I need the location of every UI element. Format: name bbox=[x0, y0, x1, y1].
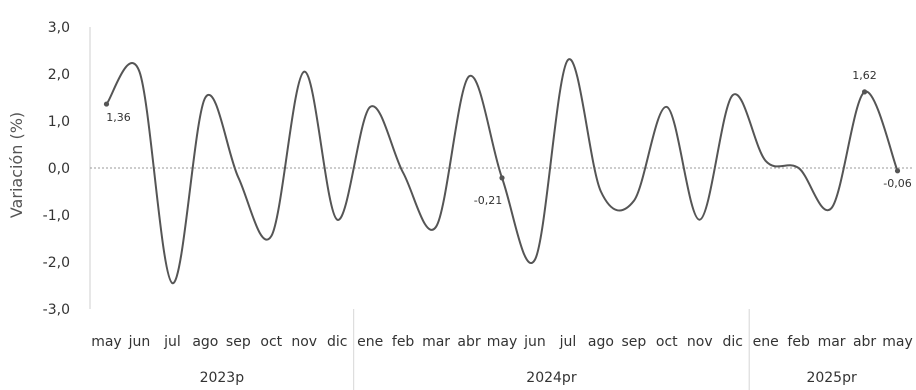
x-tick-label: oct bbox=[260, 334, 282, 350]
x-tick-label: ago bbox=[192, 334, 218, 350]
x-tick-label: sep bbox=[226, 334, 251, 350]
data-point bbox=[499, 175, 505, 181]
line-layer bbox=[103, 58, 901, 285]
data-label: -0,21 bbox=[474, 194, 502, 207]
x-tick-label: may bbox=[91, 334, 122, 350]
y-tick-label: 2,0 bbox=[48, 67, 70, 83]
x-tick-label: dic bbox=[722, 334, 742, 350]
x-tick-label: abr bbox=[457, 334, 480, 350]
x-tick-label: oct bbox=[656, 334, 678, 350]
data-point bbox=[103, 101, 110, 107]
x-tick-label: nov bbox=[291, 334, 317, 350]
y-tick-label: 3,0 bbox=[48, 20, 70, 36]
data-point bbox=[894, 168, 901, 174]
y-tick-label: 1,0 bbox=[48, 114, 70, 130]
x-tick-label: sep bbox=[621, 334, 646, 350]
y-tick-label: -3,0 bbox=[43, 302, 70, 318]
x-tick-label: ene bbox=[357, 334, 383, 350]
x-tick-label: nov bbox=[687, 334, 713, 350]
x-tick-label: may bbox=[882, 334, 913, 350]
group-label: 2025pr bbox=[806, 370, 857, 386]
group-label: 2024pr bbox=[526, 370, 577, 386]
x-tick-label: jun bbox=[523, 334, 546, 350]
x-tick-label: jun bbox=[128, 334, 151, 350]
y-axis-title: Variación (%) bbox=[7, 112, 26, 218]
x-tick-label: mar bbox=[818, 334, 846, 350]
data-point bbox=[861, 89, 868, 95]
label-layer: 1,36 -0,21 1,62 -0,06 bbox=[106, 69, 912, 207]
y-tick-label: 0,0 bbox=[48, 161, 70, 177]
x-tick-label: abr bbox=[853, 334, 876, 350]
data-label: 1,36 bbox=[106, 111, 131, 124]
x-tick-label: dic bbox=[327, 334, 347, 350]
x-tick-label: feb bbox=[787, 334, 810, 350]
series-line bbox=[105, 58, 899, 285]
x-tick-label: ago bbox=[588, 334, 614, 350]
x-tick-label: feb bbox=[392, 334, 415, 350]
x-tick-label: jul bbox=[163, 334, 181, 350]
y-tick-label: -2,0 bbox=[43, 255, 70, 271]
x-tick-label: may bbox=[487, 334, 518, 350]
y-tick-label: -1,0 bbox=[43, 208, 70, 224]
data-label: -0,06 bbox=[883, 177, 911, 190]
x-tick-label: mar bbox=[422, 334, 450, 350]
x-tick-label: jul bbox=[559, 334, 577, 350]
x-tick-label: ene bbox=[753, 334, 779, 350]
group-label: 2023p bbox=[200, 370, 245, 386]
data-label: 1,62 bbox=[852, 69, 877, 82]
